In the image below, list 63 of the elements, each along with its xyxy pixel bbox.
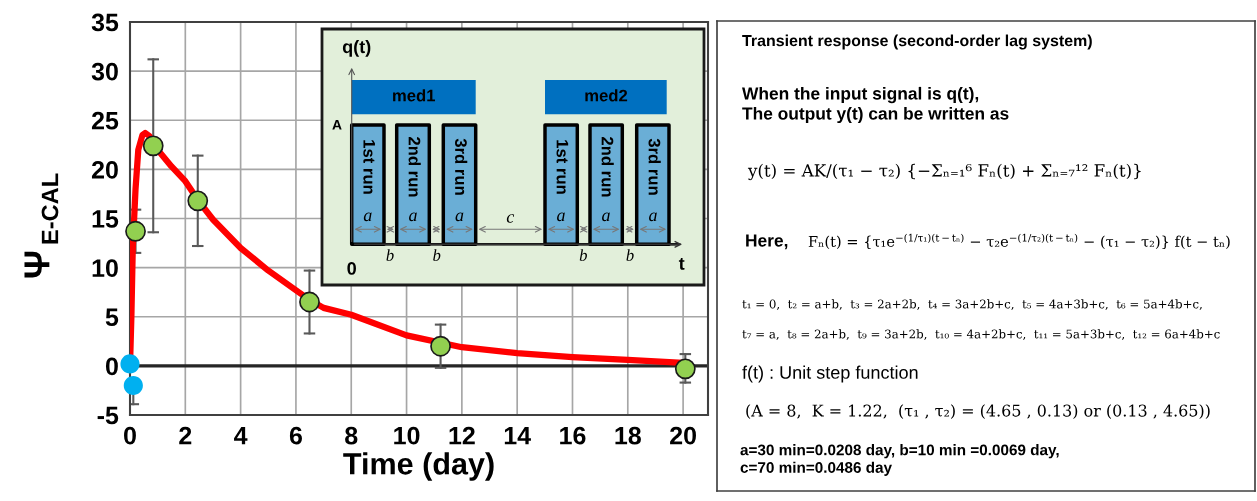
annotation: a — [557, 212, 565, 222]
text: t₁ = 0, t₂ = a+b, t₃ = 2a+2b, t₄ = 3a+2b+c, t₅ = 4a+3b+c, t₆ = 5a+4b+c, — [742, 299, 1202, 310]
annotation: b — [386, 249, 394, 261]
x-tick-label: 0 — [124, 426, 136, 445]
y-tick-label: 5 — [105, 308, 119, 327]
point — [299, 291, 320, 313]
annotation: b — [626, 249, 634, 261]
point — [430, 335, 451, 357]
annotation: t — [678, 257, 685, 270]
point — [674, 358, 696, 380]
annotation: A — [332, 120, 342, 130]
text: Fₙ(t) = {τ₁e$^{−(1/τ₁)(t−tₙ)}$ − τ₂e$^{−(1/τ₂)(t−tₙ)}$ − (τ₁ − τ₂)} f(t − tₙ) — [808, 233, 1230, 250]
annotation: a — [363, 212, 372, 222]
point — [123, 375, 143, 396]
x-tick-label: 4 — [234, 427, 248, 445]
annotation: a — [649, 212, 657, 222]
x-tick-label: 6 — [289, 426, 302, 445]
x-tick-label: 18 — [615, 426, 641, 445]
annotation: 1st run — [556, 140, 569, 194]
text: Here, — [746, 234, 788, 250]
annotation: q(t) — [342, 39, 371, 57]
text: a=30 min=0.0208 day, b=10 min =0.0069 day, c=70 min=0.0486 day — [740, 444, 1059, 476]
text: When the input signal is q(t), The output y(t) can be written as — [742, 86, 1009, 124]
y-tick-label: 25 — [91, 111, 119, 130]
x-tick-label: 10 — [394, 426, 420, 445]
point — [125, 220, 146, 242]
y-axis-title: ΨE-CAL — [24, 173, 59, 278]
x-tick-label: 20 — [670, 426, 696, 445]
annotation: b — [433, 249, 441, 261]
annotation: 3rd run — [455, 138, 468, 195]
y-tick-label: 30 — [91, 62, 118, 81]
point — [187, 190, 209, 212]
text: y(t) = AK/(τ₁ − τ₂) {−Σₙ₌₁⁶ Fₙ(t) + Σₙ₌₇¹² Fₙ(t)} — [747, 163, 1141, 181]
annotation: a — [602, 212, 610, 222]
annotation: 2nd run — [601, 137, 614, 197]
x-tick-label: 2 — [179, 426, 192, 445]
annotation: b — [579, 249, 587, 261]
x-tick-label: 14 — [504, 427, 531, 445]
x-tick-label: 8 — [345, 426, 358, 445]
annotation: 1st run — [363, 140, 375, 194]
y-tick-label: -5 — [97, 406, 119, 425]
point — [120, 354, 140, 374]
annotation: c — [506, 214, 515, 223]
annotation: a — [455, 212, 464, 222]
y-tick-label: 15 — [92, 210, 119, 228]
point — [142, 135, 164, 157]
text: f(t) : Unit step function — [742, 365, 918, 383]
text: Transient response (second-order lag system) — [742, 34, 1092, 50]
y-tick-label: 0 — [105, 357, 118, 376]
text: (A = 8, K = 1.22, (τ₁ , τ₂) = (4.65 , 0.13) or (0.13 , 4.65)) — [746, 404, 1210, 419]
x-axis-title: Time (day) — [343, 452, 494, 481]
annotation: med1 — [393, 89, 436, 102]
text: t₇ = a, t₈ = 2a+b, t₉ = 3a+2b, t₁₀ = 4a+2b+c, t₁₁ = 5a+3b+c, t₁₂ = 6a+4b+c — [742, 329, 1220, 340]
annotation: med2 — [585, 89, 628, 102]
annotation: 3rd run — [648, 138, 661, 195]
x-tick-label: 16 — [560, 426, 586, 445]
y-tick-label: 10 — [92, 259, 118, 277]
y-tick-label: 20 — [91, 160, 118, 179]
x-tick-label: 12 — [449, 426, 475, 445]
annotation: 0 — [347, 262, 356, 275]
y-tick-label: 35 — [91, 13, 119, 32]
annotation: 2nd run — [408, 137, 421, 197]
annotation: a — [409, 212, 417, 222]
